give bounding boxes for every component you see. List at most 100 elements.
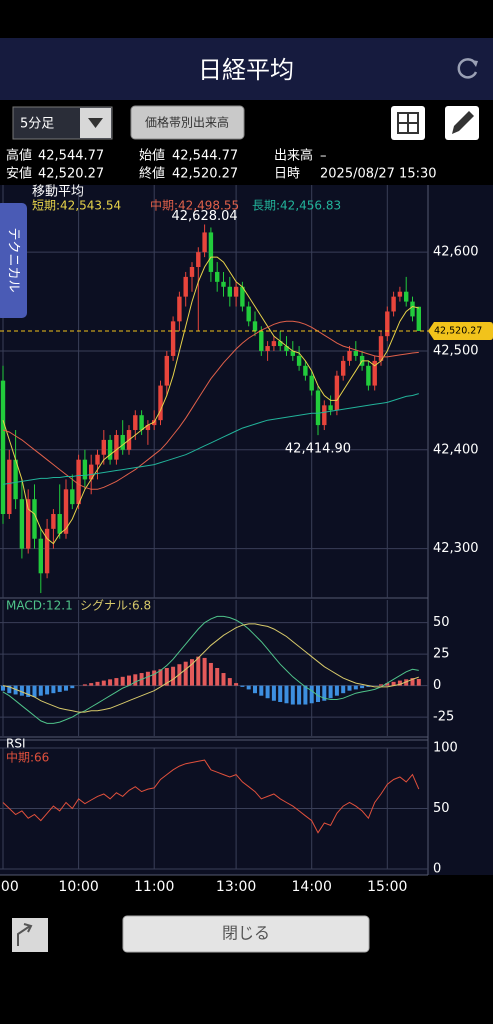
histogram-bar bbox=[208, 662, 213, 686]
rsi-line bbox=[2, 759, 420, 834]
histogram-bar bbox=[334, 685, 339, 696]
candle-body bbox=[89, 464, 94, 480]
candle-body bbox=[315, 390, 321, 426]
close-button[interactable]: 閉じる bbox=[122, 915, 370, 953]
candle-body bbox=[341, 360, 346, 376]
info-label: 終値 bbox=[139, 166, 165, 182]
histogram-bar bbox=[133, 674, 138, 686]
candle-body bbox=[278, 341, 283, 347]
legend-entry: シグナル:6.8 bbox=[80, 599, 151, 613]
candle-body bbox=[0, 380, 6, 515]
histogram-bar bbox=[353, 685, 358, 690]
dropdown-arrow bbox=[88, 118, 103, 128]
histogram-bar bbox=[341, 685, 346, 694]
panel-title: RSI bbox=[6, 737, 26, 751]
y-tick-label: 50 bbox=[433, 615, 450, 630]
info-label: 高値 bbox=[6, 148, 32, 164]
histogram-bar bbox=[316, 685, 320, 702]
charts: 42,300 42,400 42,500 42,600 移動平均短期:42,543.54… bbox=[0, 185, 493, 895]
histogram-bar bbox=[246, 685, 251, 690]
candle-body bbox=[227, 286, 232, 297]
histogram-bar bbox=[397, 680, 402, 686]
histogram-bar bbox=[190, 659, 194, 686]
histogram-bar bbox=[385, 683, 390, 686]
header-bar bbox=[0, 38, 493, 100]
technical-tab[interactable]: テクニカル bbox=[0, 203, 27, 318]
histogram-bar bbox=[7, 685, 12, 694]
interval-dropdown[interactable]: 5分足 bbox=[12, 106, 113, 140]
histogram-bar bbox=[1, 685, 5, 691]
candle-body bbox=[51, 514, 56, 529]
candle-body bbox=[95, 454, 100, 465]
back-icon[interactable] bbox=[12, 918, 48, 952]
draw-button[interactable] bbox=[445, 106, 479, 140]
histogram-bar bbox=[32, 685, 37, 697]
candle-body bbox=[107, 439, 113, 460]
histogram-bar bbox=[416, 678, 421, 686]
histogram-bar bbox=[196, 656, 201, 686]
candle-body bbox=[120, 434, 125, 450]
candle-body bbox=[284, 346, 289, 351]
candle-body bbox=[416, 306, 421, 331]
histogram-bar bbox=[265, 685, 270, 699]
macd-line bbox=[2, 615, 419, 724]
candle-body bbox=[170, 321, 176, 356]
y-tick-label: -25 bbox=[433, 710, 454, 725]
info-value: 42,520.27 bbox=[38, 167, 104, 182]
candle-body bbox=[76, 459, 81, 505]
candle-body bbox=[397, 291, 403, 297]
candle-body bbox=[32, 499, 37, 539]
candle-body bbox=[391, 296, 396, 312]
candle-body bbox=[189, 267, 195, 277]
histogram-bar bbox=[253, 685, 257, 694]
histogram-bar bbox=[38, 685, 43, 696]
histogram-bar bbox=[347, 685, 352, 691]
layout-button[interactable] bbox=[391, 106, 425, 140]
candle-body bbox=[158, 385, 163, 421]
candle-body bbox=[290, 350, 295, 356]
histogram-bar bbox=[158, 669, 163, 686]
legend-entry: 短期:42,543.54 bbox=[32, 199, 121, 213]
x-tick-label: 11:00 bbox=[134, 879, 174, 895]
x-tick-label: 15:00 bbox=[367, 879, 407, 895]
button-bg bbox=[130, 105, 245, 140]
histogram-bar bbox=[13, 685, 18, 695]
x-tick-label: 9:00 bbox=[0, 879, 19, 895]
candle-body bbox=[265, 346, 270, 351]
x-tick-label: 13:00 bbox=[216, 879, 256, 895]
candle-body bbox=[334, 375, 340, 411]
candle-body bbox=[114, 434, 119, 460]
candle-body bbox=[215, 271, 220, 282]
candle-body bbox=[133, 415, 138, 431]
legend-entry: 中期:66 bbox=[6, 750, 49, 765]
candle-body bbox=[208, 232, 214, 272]
y-tick-label: 42,300 bbox=[433, 541, 479, 556]
histogram-bar bbox=[303, 685, 308, 705]
histogram-bar bbox=[152, 670, 157, 686]
volume-profile-button[interactable]: 価格帯別出来高 bbox=[130, 105, 245, 140]
histogram-bar bbox=[271, 685, 276, 701]
refresh-button[interactable] bbox=[457, 58, 478, 79]
histogram-bar bbox=[309, 685, 314, 704]
y-tick-label: 0 bbox=[433, 678, 441, 693]
info-value: – bbox=[320, 149, 327, 164]
histogram-bar bbox=[64, 685, 68, 691]
y-tick-label: 0 bbox=[433, 862, 441, 877]
status-bar bbox=[0, 0, 493, 38]
candle-body bbox=[353, 350, 358, 356]
legend-entry: MACD:12.1 bbox=[6, 599, 73, 613]
moving-average bbox=[2, 393, 419, 485]
candle-body bbox=[328, 405, 333, 411]
button-label: 価格帯別出来高 bbox=[145, 115, 229, 130]
info-value: 2025/08/27 15:30 bbox=[320, 167, 437, 182]
histogram-bar bbox=[215, 668, 220, 686]
histogram-bar bbox=[108, 679, 113, 686]
info-label: 安値 bbox=[6, 166, 32, 182]
tab-label: テクニカル bbox=[6, 227, 21, 292]
histogram-bar bbox=[202, 657, 207, 686]
y-tick-label: 42,400 bbox=[433, 442, 479, 457]
histogram-bar bbox=[284, 685, 289, 704]
candle-body bbox=[309, 375, 314, 391]
candle-body bbox=[410, 301, 415, 317]
